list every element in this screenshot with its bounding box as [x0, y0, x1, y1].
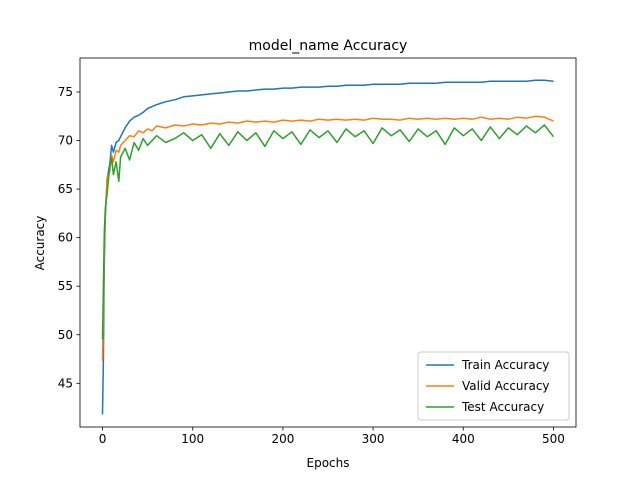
valid-accuracy-line: [101, 115, 554, 362]
x-tick-label: 400: [452, 432, 475, 446]
y-axis-label: Accuracy: [33, 216, 47, 271]
legend-box: [417, 351, 570, 421]
y-axis-ticks: 45 50 55 60 65 70 75: [58, 85, 80, 390]
plot-area: [101, 79, 555, 415]
y-tick-label: 70: [58, 134, 73, 148]
y-tick-label: 60: [58, 231, 73, 245]
y-tick-label: 65: [58, 182, 73, 196]
plot-frame: [79, 57, 577, 428]
x-tick-label: 100: [181, 432, 204, 446]
y-tick-label: 50: [58, 328, 73, 342]
x-axis-label: Epochs: [307, 456, 350, 470]
y-tick-label: 55: [58, 279, 73, 293]
y-tick-label: 45: [58, 376, 73, 390]
chart-title: model_name Accuracy: [249, 38, 408, 54]
train-accuracy-line: [101, 79, 554, 415]
x-tick-label: 200: [271, 432, 294, 446]
test-accuracy-line: [101, 124, 555, 340]
valid-accuracy-legend-label: Valid Accuracy: [462, 379, 550, 393]
legend: Train Accuracy Valid Accuracy Test Accurac…: [417, 351, 570, 421]
x-axis-ticks: 0 100 200 300 400 500: [99, 427, 565, 446]
y-tick-label: 75: [58, 85, 73, 99]
test-accuracy-legend-label: Test Accuracy: [461, 400, 544, 414]
train-accuracy-legend-label: Train Accuracy: [461, 358, 549, 372]
x-tick-label: 300: [362, 432, 385, 446]
x-tick-label: 500: [542, 432, 565, 446]
x-tick-label: 0: [99, 432, 107, 446]
